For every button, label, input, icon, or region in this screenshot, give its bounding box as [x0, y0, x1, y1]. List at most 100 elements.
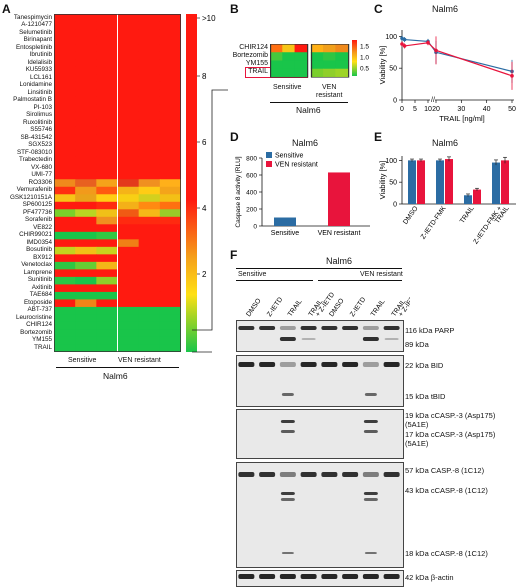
heatmap-cell [138, 186, 161, 195]
heatmap-cell [96, 134, 118, 143]
y-tick-label: 50 [389, 180, 397, 187]
y-tick-label: 600 [246, 173, 257, 180]
heatmap-cell [96, 201, 118, 210]
colorbar-gradient [186, 14, 197, 352]
drug-label: Palmostatin B [13, 96, 52, 104]
heatmap-cell [138, 156, 161, 165]
band-label-ccasp3-19: 19 kDa cCASP.-3 (Asp175) (5A1E) [405, 411, 496, 429]
heatmap-cell [282, 60, 296, 70]
colorbar-tick-label: 2 [202, 270, 207, 279]
drug-label: Leurocristine [15, 313, 52, 321]
heatmap-cell [54, 201, 76, 210]
heatmap-cell [159, 171, 181, 180]
heatmap-cell [159, 89, 181, 98]
heatmap-cell [54, 119, 76, 128]
heatmap-cell [54, 81, 76, 90]
heatmap-cell [75, 171, 97, 180]
heatmap-cell [159, 254, 181, 263]
heatmap-cell [270, 60, 283, 70]
x-tick-label: DMSO [402, 205, 419, 226]
heatmap-cell [96, 224, 118, 233]
band-bid [342, 362, 359, 367]
data-point [510, 74, 514, 78]
heatmap-cell [96, 119, 118, 128]
heatmap-cell [54, 66, 76, 75]
x-tick-label: 20 [432, 106, 440, 113]
heatmap-cell [159, 179, 181, 188]
heatmap-cell [159, 164, 181, 173]
heatmap-cell [54, 186, 76, 195]
heatmap-cell [117, 141, 140, 150]
heatmap-cell [138, 201, 161, 210]
heatmap-cell [159, 276, 181, 285]
heatmap-cell [159, 36, 181, 45]
heatmap-cell [96, 14, 118, 23]
drug-label: Vemurafenib [16, 186, 52, 194]
heatmap-cell [75, 299, 97, 308]
heatmap-cell [96, 164, 118, 173]
heatmap-cell [75, 156, 97, 165]
drug-label: ABT-737 [27, 306, 52, 314]
y-tick-label: 800 [246, 156, 257, 163]
band-ccasp8-43 [363, 498, 378, 501]
heatmap-cell [96, 216, 118, 225]
heatmap-cell [159, 156, 181, 165]
heatmap-cell [117, 299, 140, 308]
heatmap-cell [159, 314, 181, 323]
heatmap-cell [117, 246, 140, 255]
heatmap-cell [323, 44, 336, 53]
heatmap-cell [159, 21, 181, 30]
heatmap-cell [159, 149, 181, 158]
heatmap-cell [96, 246, 118, 255]
drug-label: STF-083010 [16, 148, 52, 156]
heatmap-cell [138, 224, 161, 233]
heatmap-cell [96, 209, 118, 218]
y-axis-label: Caspase 8 activity [RLU] [235, 156, 242, 227]
drug-label: Selumetinib [19, 28, 52, 36]
heatmap-cell [117, 14, 140, 23]
band-actin [321, 574, 338, 579]
heatmap-cell [96, 261, 118, 270]
lane-label: DMSO [245, 297, 262, 318]
heatmap-cell [75, 164, 97, 173]
band-casp8 [238, 472, 255, 477]
heatmap-cell [54, 209, 76, 218]
drug-label: CHIR99021 [19, 231, 52, 239]
bar [501, 160, 509, 204]
band-bid [383, 362, 400, 367]
band-actin [342, 574, 359, 579]
lane-label: Z-IETD [349, 296, 367, 318]
drug-label: Venetoclax [21, 261, 52, 269]
band-ccasp8-18 [281, 552, 294, 554]
panel-f-sensitive-line [236, 280, 313, 281]
panel-b-colorbar: 1.5 1.0 0.5 [352, 40, 369, 76]
band-ccasp3-19 [363, 420, 378, 423]
heatmap-cell [117, 284, 140, 293]
heatmap-cell [75, 336, 97, 345]
axis-break-mark: // [431, 97, 435, 104]
heatmap-cell [75, 51, 97, 60]
heatmap-cell [138, 66, 161, 75]
blot-ccasp3 [236, 409, 404, 459]
drug-label: YM155 [32, 336, 52, 344]
heatmap-cell [54, 239, 76, 248]
y-tick-label: 50 [389, 66, 397, 73]
heatmap-cell [310, 52, 324, 61]
panel-c-title: Nalm6 [432, 4, 459, 14]
heatmap-cell [282, 44, 296, 53]
band-ccasp3-19 [280, 420, 295, 423]
heatmap-cell [54, 216, 76, 225]
y-axis-label: Viability [%] [378, 46, 387, 85]
data-point [426, 40, 430, 45]
heatmap-cell [54, 21, 76, 30]
heatmap-frame [310, 44, 350, 78]
drug-label: TRAIL [34, 343, 52, 351]
band-actin [279, 574, 296, 579]
band-casp8 [321, 472, 338, 477]
drug-label: Tanespimycin [13, 13, 52, 21]
colorbar-tick-label: 0.5 [360, 66, 369, 73]
colorbar-tick-label: 6 [202, 138, 207, 147]
heatmap-cell [54, 194, 76, 203]
heatmap-cell [335, 52, 349, 61]
band-label-ccasp8-18: 18 kDa cCASP.-8 (1C12) [405, 549, 488, 558]
